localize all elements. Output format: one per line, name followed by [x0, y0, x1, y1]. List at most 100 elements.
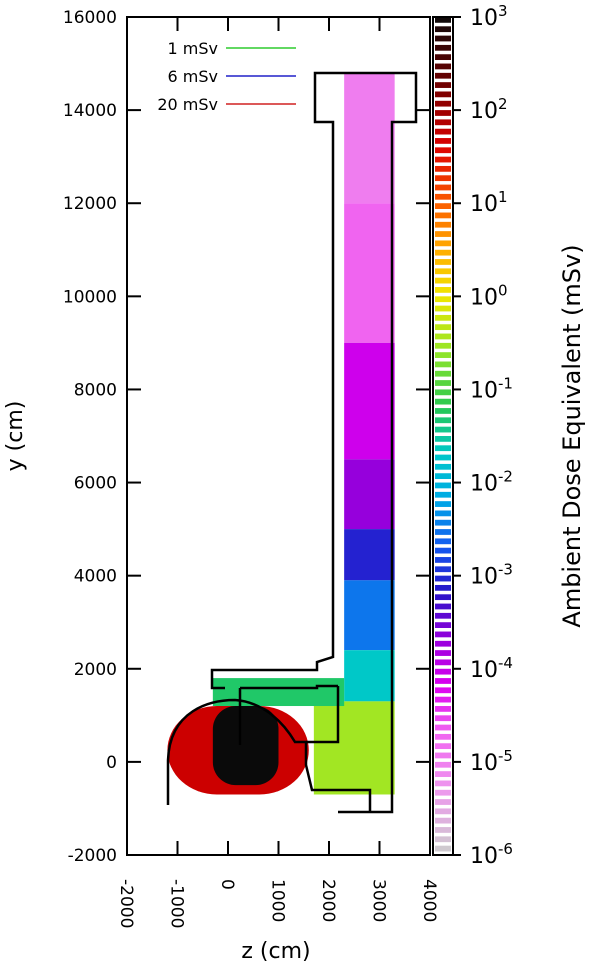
colorbar-band [435, 678, 451, 684]
tunnel-lower-wall [240, 684, 338, 690]
y-tick-label: 0 [106, 753, 117, 773]
colorbar-band [435, 333, 451, 340]
colorbar-band [435, 519, 451, 526]
colorbar-band [435, 454, 451, 461]
colorbar-band [435, 35, 451, 42]
colorbar-band [435, 240, 451, 247]
colorbar-band [435, 91, 451, 98]
colorbar-tick-label: 10-2 [470, 468, 513, 497]
colorbar-band [435, 17, 451, 23]
x-tick-label: 0 [217, 879, 237, 890]
colorbar-band [435, 277, 451, 284]
colorbar-band [435, 603, 451, 610]
colorbar-tick-label: 103 [470, 2, 508, 31]
colorbar-band [435, 724, 451, 731]
colorbar-tick-label: 10-3 [470, 561, 513, 590]
colorbar-band [435, 259, 451, 265]
heat-cell-shaft-mid-lower [344, 529, 395, 581]
colorbar-band [435, 622, 451, 628]
colorbar-band [435, 44, 451, 51]
colorbar-band [435, 193, 451, 200]
y-tick-label: 14000 [63, 101, 117, 121]
colorbar-band [435, 594, 451, 601]
x-tick-label: -1000 [167, 879, 187, 928]
colorbar-band [435, 473, 451, 480]
colorbar-band [435, 436, 451, 442]
colorbar-band [435, 389, 451, 396]
colorbar-band [435, 221, 451, 228]
colorbar-band [435, 417, 451, 424]
colorbar-band [435, 463, 451, 470]
heat-cell-source-core [212, 706, 279, 786]
colorbar-band [435, 361, 451, 368]
colorbar-band [435, 324, 451, 331]
y-tick-label: 12000 [63, 194, 117, 214]
colorbar-band [435, 352, 451, 358]
legend-label: 6 mSv [168, 67, 218, 86]
colorbar-label: Ambient Dose Equivalent (mSv) [558, 244, 586, 627]
colorbar-band [435, 529, 451, 535]
heat-cell-shaft-upper [344, 203, 395, 343]
room-outline [238, 686, 340, 745]
colorbar-band [435, 668, 451, 675]
colorbar-band [435, 72, 451, 79]
legend-label: 20 mSv [157, 95, 218, 114]
y-axis-label: y (cm) [3, 401, 28, 472]
heatmap-layer [167, 72, 395, 795]
colorbar-band [435, 715, 451, 722]
colorbar-band [435, 687, 451, 694]
colorbar-band [435, 631, 451, 638]
colorbar-band [435, 231, 451, 237]
colorbar-band [435, 63, 451, 70]
colorbar-band [435, 845, 451, 852]
colorbar-band [435, 761, 451, 768]
colorbar-band [435, 249, 451, 256]
colorbar-band [435, 175, 451, 182]
colorbar-band [435, 305, 451, 312]
colorbar-band [435, 836, 451, 843]
colorbar-band [435, 296, 451, 303]
x-axis-label: z (cm) [241, 939, 310, 964]
heat-cell-shaft-mid-upper [344, 342, 395, 460]
colorbar-band [435, 575, 451, 582]
heat-cell-shaft-bottom [344, 650, 395, 702]
colorbar-band [435, 26, 451, 33]
heat-cell-shaft-top [344, 72, 395, 204]
heat-cell-shaft-lower [344, 580, 395, 651]
heat-cell-floor-room [313, 701, 395, 795]
colorbar-band [435, 165, 451, 172]
x-tick-label: 3000 [369, 879, 389, 922]
colorbar-band [435, 482, 451, 489]
colorbar-band [435, 408, 451, 414]
y-tick-label: 4000 [74, 567, 117, 587]
colorbar-band [435, 54, 451, 61]
colorbar-band [435, 203, 451, 209]
legend: 1 mSv 6 mSv 20 mSv [157, 39, 296, 114]
y-tick-label: 16000 [63, 8, 117, 28]
colorbar-band [435, 370, 451, 377]
colorbar-band [435, 380, 451, 386]
colorbar-band [435, 538, 451, 545]
colorbar-tick-label: 10-1 [470, 374, 513, 403]
colorbar-band [435, 510, 451, 517]
colorbar-band [435, 156, 451, 163]
colorbar-band [435, 119, 451, 126]
colorbar-band [435, 445, 451, 452]
colorbar-band [435, 398, 451, 405]
colorbar-band [435, 659, 451, 666]
colorbar-tick-label: 10-5 [470, 747, 513, 776]
colorbar-band [435, 827, 451, 833]
colorbar-tick-label: 100 [470, 281, 508, 310]
colorbar-band [435, 547, 451, 554]
colorbar [432, 16, 454, 856]
y-tick-label: 10000 [63, 287, 117, 307]
colorbar-band [435, 138, 451, 144]
y-tick-label: 2000 [74, 660, 117, 680]
colorbar-band [435, 696, 451, 703]
x-tick-label: 1000 [268, 879, 288, 922]
colorbar-band [435, 584, 451, 591]
y-tick-label: 8000 [74, 380, 117, 400]
colorbar-tick-label: 102 [470, 95, 508, 124]
